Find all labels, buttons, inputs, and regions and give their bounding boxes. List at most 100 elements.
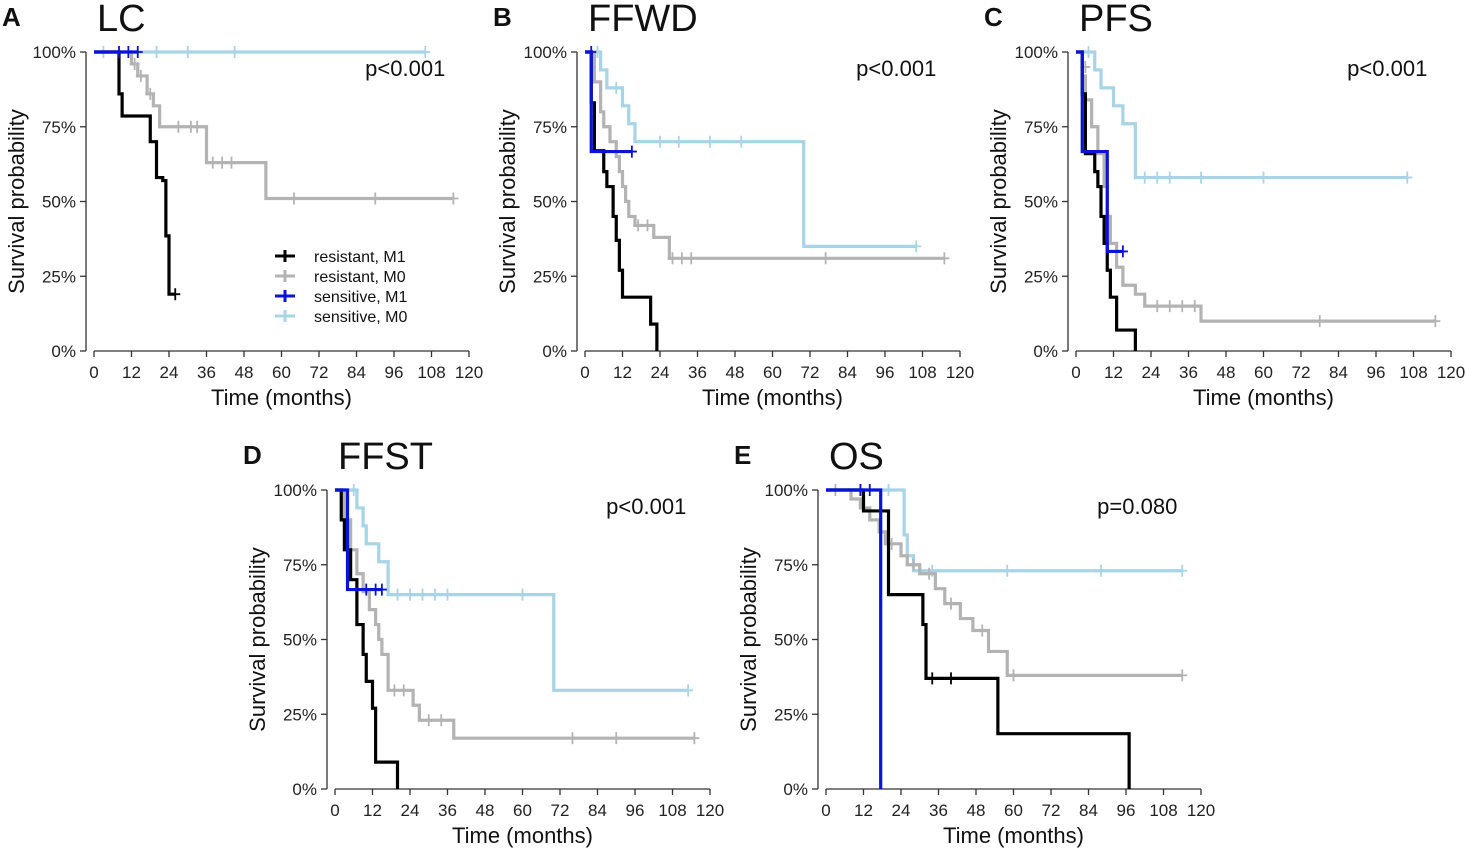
panel-C: C PFS 0% 25% 50% 75% 100% 0 12 24 36 48 60 72 84 96 108 1… <box>984 0 1465 410</box>
censor-mark-sensitive-m0 <box>229 46 240 58</box>
x-tick-label: 60 <box>1004 801 1023 820</box>
panel-title: OS <box>829 436 884 478</box>
panel-B: B FFWD 0% 25% 50% 75% 100% 0 12 24 36 48 60 72 84 96 108… <box>493 0 974 410</box>
x-tick-label: 60 <box>272 363 291 382</box>
y-tick-label: 100% <box>274 481 317 500</box>
y-tick-label: 0% <box>783 780 808 799</box>
x-tick-label: 84 <box>347 363 366 382</box>
x-tick-label: 120 <box>1187 801 1215 820</box>
censor-mark-resistant-m0 <box>1164 300 1175 313</box>
censor-mark-resistant-m1 <box>946 672 956 685</box>
p-value: p<0.001 <box>856 56 936 81</box>
censor-mark-sensitive-m0 <box>1196 171 1206 184</box>
p-value: p=0.080 <box>1097 494 1177 519</box>
censor-mark-sensitive-m1 <box>586 46 597 58</box>
y-tick-label: 100% <box>524 43 567 62</box>
censor-mark-sensitive-m1 <box>855 484 866 496</box>
x-tick-label: 108 <box>658 801 686 820</box>
x-tick-label: 108 <box>1149 801 1177 820</box>
legend: resistant, M1 resistant, M0 sensitive, M1 s… <box>275 249 407 326</box>
censor-mark-resistant-m0 <box>226 156 237 169</box>
curve-resistant-m1 <box>335 488 400 789</box>
legend-swatch <box>275 310 295 322</box>
x-tick-label: 36 <box>197 363 216 382</box>
legend-label: resistant, M1 <box>314 249 406 266</box>
censor-mark-resistant-m0 <box>398 684 409 697</box>
censor-mark-resistant-m0 <box>676 252 687 265</box>
curve-resistant-m1 <box>94 50 176 296</box>
x-axis-label: Time (months) <box>943 823 1084 848</box>
censor-mark-resistant-m0 <box>423 714 434 727</box>
censor-mark-sensitive-m0 <box>151 46 162 58</box>
y-axis-label: Survival probability <box>4 109 29 294</box>
y-tick-label: 100% <box>33 43 76 62</box>
censor-mark-resistant-m0 <box>448 192 459 205</box>
x-tick-label: 120 <box>696 801 724 820</box>
x-tick-label: 24 <box>160 363 179 382</box>
censor-mark-sensitive-m0 <box>736 135 747 148</box>
censor-mark-resistant-m0 <box>567 732 578 745</box>
censor-mark-sensitive-m0 <box>1139 171 1150 184</box>
curve-sensitive-m0 <box>1076 50 1408 180</box>
x-tick-label: 72 <box>801 363 820 382</box>
censor-mark-resistant-m0 <box>1008 669 1019 682</box>
panel-letter: A <box>2 2 21 32</box>
x-tick-label: 12 <box>613 363 632 382</box>
x-tick-label: 72 <box>1292 363 1311 382</box>
x-tick-label: 60 <box>763 363 782 382</box>
p-value: p<0.001 <box>365 56 445 81</box>
curve-sensitive-m1 <box>826 488 883 789</box>
y-tick-label: 25% <box>533 267 567 286</box>
censor-mark-sensitive-m0 <box>673 135 684 148</box>
censor-mark-resistant-m1 <box>927 672 938 685</box>
censor-mark-resistant-m0 <box>686 252 697 265</box>
curve-resistant-m0 <box>335 488 695 740</box>
x-tick-label: 84 <box>1079 801 1098 820</box>
x-tick-label: 48 <box>235 363 254 382</box>
panel-title: PFS <box>1079 0 1153 40</box>
censor-mark-resistant-m0 <box>217 156 228 169</box>
censor-mark-sensitive-m0 <box>1152 171 1163 184</box>
censor-mark-resistant-m0 <box>370 192 381 205</box>
censor-mark-sensitive-m0 <box>655 135 665 148</box>
censor-mark-resistant-m0 <box>1177 300 1188 313</box>
x-tick-label: 12 <box>363 801 382 820</box>
censor-mark-resistant-m0 <box>977 624 988 637</box>
y-tick-label: 50% <box>774 631 808 650</box>
panel-letter: B <box>493 2 512 32</box>
x-tick-label: 36 <box>438 801 457 820</box>
x-tick-label: 96 <box>1367 363 1386 382</box>
censor-mark-sensitive-m1 <box>626 145 637 158</box>
censor-mark-resistant-m0 <box>1314 315 1325 328</box>
x-tick-label: 60 <box>513 801 532 820</box>
censor-mark-resistant-m0 <box>207 156 218 169</box>
censor-mark-sensitive-m1 <box>864 484 875 496</box>
panel-letter: D <box>243 440 262 470</box>
panel-A: A LC 0% 25% 50% 75% 100% 0 12 24 36 48 60 72 84 96 108 12… <box>2 0 483 410</box>
censor-mark-sensitive-m0 <box>883 484 894 496</box>
x-tick-label: 0 <box>1071 363 1080 382</box>
y-tick-label: 50% <box>533 193 567 212</box>
censor-mark-sensitive-m0 <box>1002 564 1013 577</box>
panel-letter: C <box>984 2 1003 32</box>
censor-mark-resistant-m0 <box>1189 300 1200 313</box>
censor-mark-sensitive-m0 <box>392 588 403 601</box>
x-tick-label: 48 <box>476 801 495 820</box>
x-tick-label: 12 <box>854 801 873 820</box>
x-axis-label: Time (months) <box>1193 385 1334 410</box>
censor-mark-sensitive-m0 <box>1177 564 1188 577</box>
censor-mark-sensitive-m1 <box>114 46 124 58</box>
censor-mark-resistant-m0 <box>642 219 653 232</box>
censor-mark-sensitive-m1 <box>1117 245 1128 258</box>
x-axis-label: Time (months) <box>702 385 843 410</box>
censor-mark-sensitive-m0 <box>417 588 428 601</box>
censor-mark-sensitive-m0 <box>611 81 622 94</box>
x-tick-label: 0 <box>330 801 339 820</box>
y-axis-label: Survival probability <box>495 109 520 294</box>
p-value: p<0.001 <box>1347 56 1427 81</box>
y-tick-label: 25% <box>283 705 317 724</box>
censor-mark-resistant-m0 <box>289 192 299 205</box>
curve-sensitive-m0 <box>585 50 917 248</box>
x-tick-label: 48 <box>967 801 986 820</box>
